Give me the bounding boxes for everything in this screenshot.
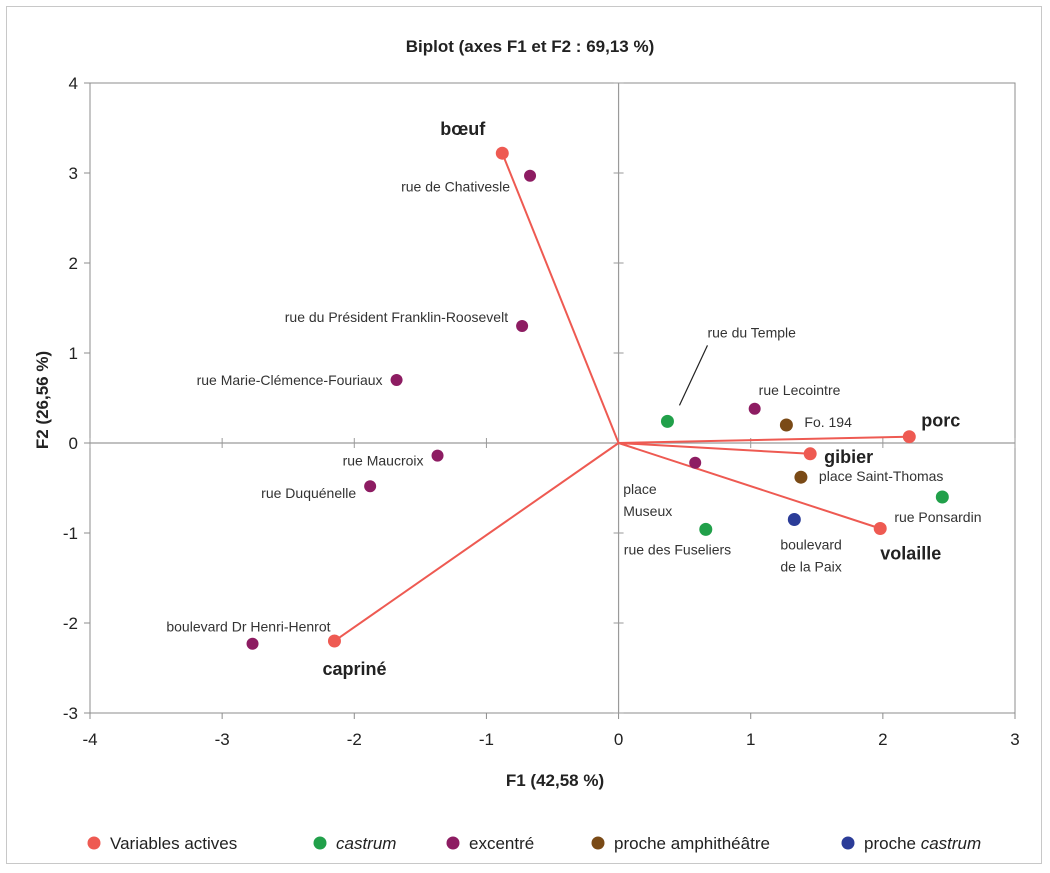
variable-point: [873, 522, 887, 535]
observation-point: [794, 470, 808, 484]
observation-label: rue Maucroix: [343, 453, 424, 469]
x-tick-label: -2: [347, 730, 362, 749]
observation-label: rue des Fuseliers: [624, 541, 731, 557]
observations-layer: rue de Chativesle rue du Président Frankl…: [166, 169, 981, 650]
y-axis-label: F2 (26,56 %): [33, 351, 52, 449]
legend-marker-amphi: [591, 836, 605, 850]
observation-label: place Museux: [623, 481, 672, 519]
chart-title: Biplot (axes F1 et F2 : 69,13 %): [406, 37, 654, 56]
observation-point: [390, 374, 403, 386]
x-tick-label: 3: [1010, 730, 1019, 749]
vector-volaille: [618, 442, 881, 530]
observation-label: rue Duquénelle: [261, 485, 356, 501]
x-tick-label: -4: [82, 730, 97, 749]
vector-capriné: [333, 442, 620, 642]
plot-area: [89, 82, 1016, 714]
variables-layer: bœuf porc gibier volaille capriné: [322, 119, 960, 679]
y-tick-label: -1: [63, 524, 78, 543]
y-tick-label: -3: [63, 704, 78, 723]
observation-point: [246, 637, 259, 650]
x-axis-label: F1 (42,58 %): [506, 771, 604, 790]
x-tick-label: -3: [215, 730, 230, 749]
variable-point: [495, 146, 509, 160]
observation-point: [431, 449, 444, 462]
observation-label: rue Ponsardin: [894, 509, 981, 525]
variable-label: capriné: [322, 659, 386, 679]
x-tick-label: 1: [746, 730, 755, 749]
observation-label: boulevard de la Paix: [780, 537, 842, 575]
y-tick-label: 4: [69, 74, 78, 93]
legend-marker-castrum: [313, 836, 327, 850]
variable-label: porc: [921, 411, 960, 431]
legend-entry-variables: Variables actives: [110, 834, 237, 853]
observation-point: [660, 414, 674, 428]
legend-marker-proche_castrum: [841, 836, 855, 850]
observation-label: boulevard Dr Henri-Henrot: [166, 619, 330, 635]
observation-label: rue de Chativesle: [401, 179, 510, 195]
y-tick-label: 3: [69, 164, 78, 183]
y-tick-label: 1: [69, 344, 78, 363]
variable-point: [327, 634, 341, 648]
legend-entry-excentre: excentré: [469, 834, 534, 853]
variable-point: [902, 430, 916, 444]
variable-point: [803, 447, 817, 461]
observation-point: [364, 480, 377, 493]
legend-entry-proche_castrum: proche castrum: [864, 834, 981, 853]
y-tick-label: -2: [63, 614, 78, 633]
vector-gibier: [618, 442, 811, 455]
observation-point: [779, 418, 793, 432]
label-leader-line: [678, 345, 709, 406]
vector-porc: [618, 435, 910, 444]
x-tick-label: 2: [878, 730, 887, 749]
observation-point: [524, 169, 537, 182]
observation-point: [689, 456, 702, 469]
vector-bœuf: [501, 152, 620, 444]
observation-label: place Saint-Thomas: [819, 468, 944, 484]
y-tick-label: 0: [69, 434, 78, 453]
legend-entry-amphi: proche amphithéâtre: [614, 834, 770, 853]
observation-point: [748, 402, 761, 415]
observation-label: rue Marie-Clémence-Fouriaux: [197, 372, 383, 388]
legend-marker-excentre: [446, 836, 460, 850]
legend-entry-castrum: castrum: [336, 834, 396, 853]
observation-point: [935, 490, 949, 504]
x-tick-label: -1: [479, 730, 494, 749]
variable-label: volaille: [880, 544, 941, 564]
x-tick-label: 0: [614, 730, 623, 749]
observation-point: [516, 320, 529, 332]
variable-label: bœuf: [440, 119, 486, 139]
observation-label: Fo. 194: [804, 414, 852, 430]
legend: Variables actives castrum excentré proche a…: [87, 834, 981, 853]
chart-frame: [6, 6, 1042, 864]
variable-vectors: [333, 152, 910, 642]
observation-label: rue Lecointre: [759, 382, 841, 398]
observation-point: [787, 513, 801, 526]
observation-label: rue du Temple: [707, 324, 796, 340]
variable-label: gibier: [824, 447, 873, 467]
observation-point: [699, 522, 713, 536]
y-tick-label: 2: [69, 254, 78, 273]
legend-marker-variables: [87, 836, 101, 850]
observation-label: rue du Président Franklin-Roosevelt: [285, 309, 508, 325]
